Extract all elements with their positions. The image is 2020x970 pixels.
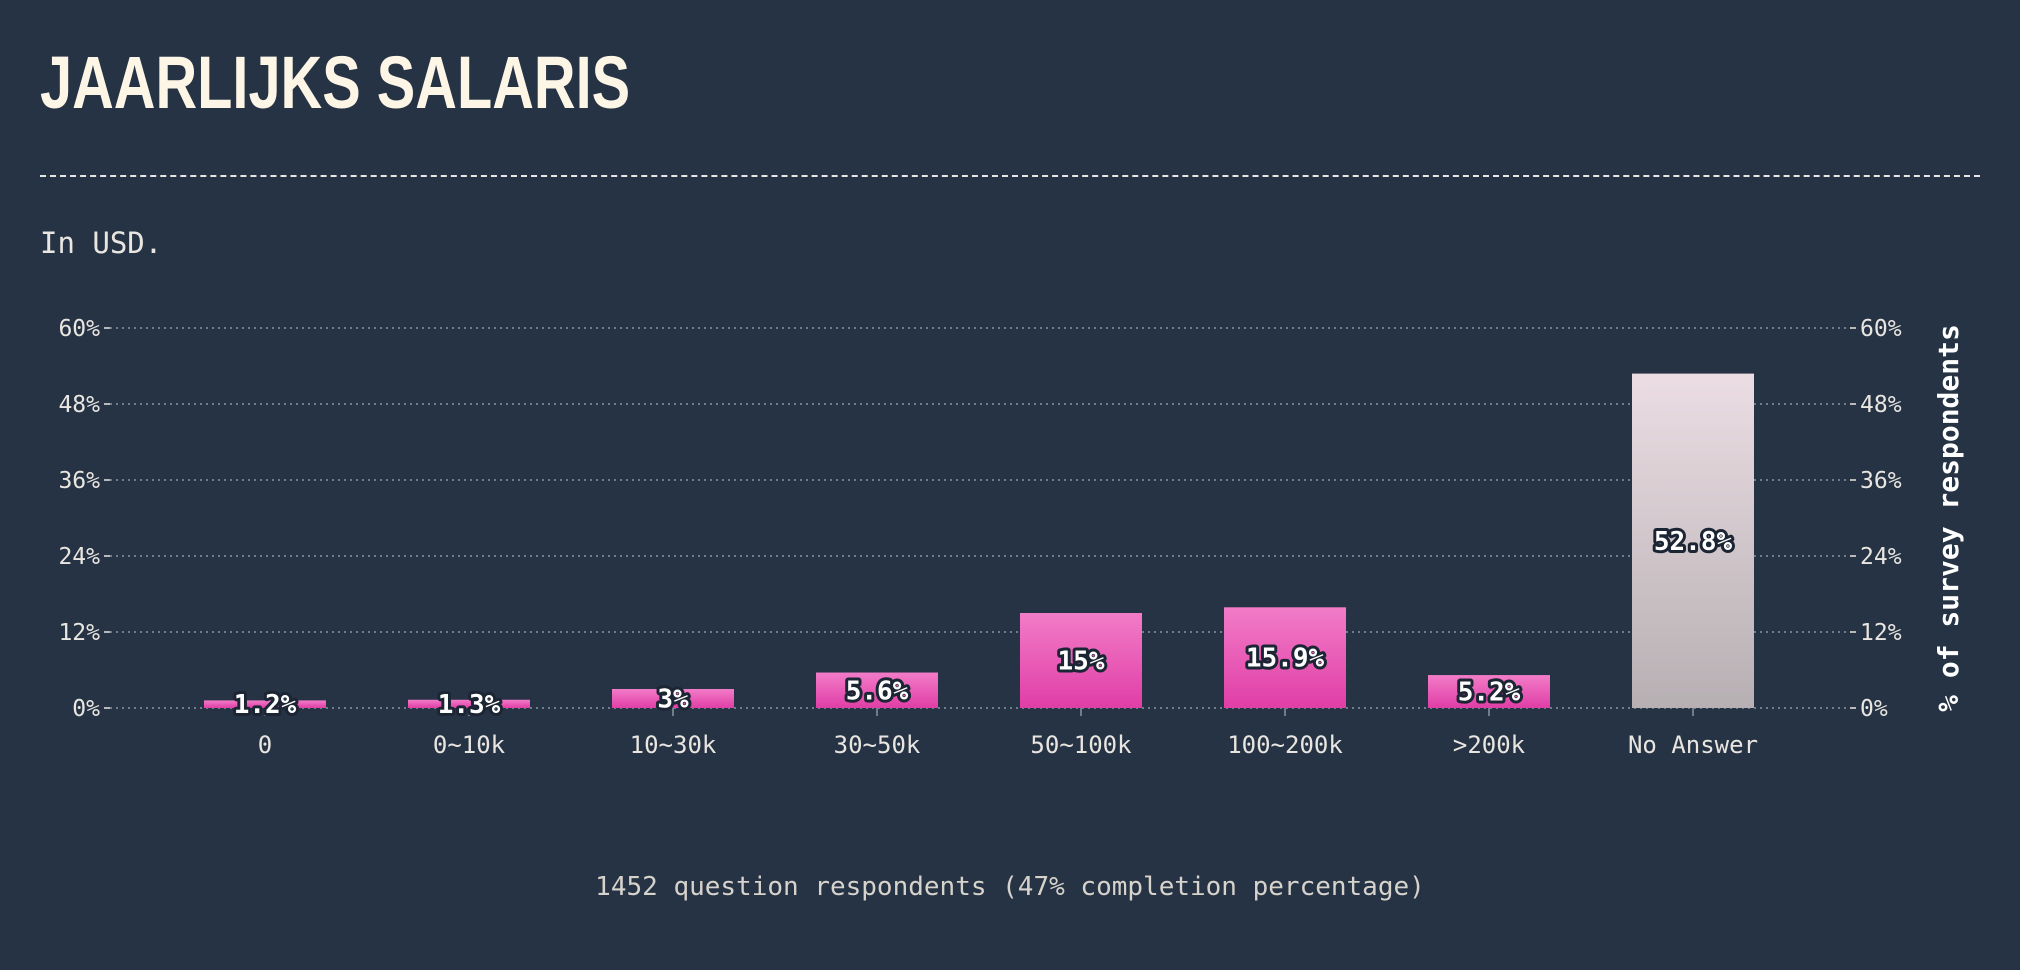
data-label: 5.2%: [1458, 678, 1521, 708]
y-tick-label-right: 36%: [1860, 468, 1902, 494]
y-tick-label-left: 24%: [58, 544, 100, 570]
x-tick-label: 30~50k: [834, 731, 921, 759]
data-label: 1.3%: [438, 690, 501, 720]
x-tick-label: 50~100k: [1030, 731, 1132, 759]
data-label: 15.9%: [1246, 644, 1325, 674]
y-tick-label-right: 60%: [1860, 316, 1902, 342]
x-tick-label: 0~10k: [433, 731, 506, 759]
y-axis-title: % of survey respondents: [1932, 324, 1965, 712]
data-label: 3%: [657, 685, 689, 715]
bar: [1020, 613, 1142, 708]
y-tick-label-left: 12%: [58, 620, 100, 646]
data-labels: 1.2% 1.3% 3% 5.6% 15% 15.9% 5.2% 52.8%: [231, 524, 1736, 723]
bars: [204, 373, 1754, 708]
bar: [612, 689, 734, 708]
bar: [204, 700, 326, 708]
data-label: 5.6%: [846, 676, 909, 706]
x-tick-label: 0: [258, 731, 272, 759]
chart-subtitle: In USD.: [40, 226, 163, 260]
bar: [1224, 607, 1346, 708]
x-tick-label: 100~200k: [1227, 731, 1343, 759]
respondents-footer: 1452 question respondents (47% completio…: [595, 872, 1425, 902]
y-tick-label-left: 0%: [72, 696, 100, 722]
x-axis: 0 0~10k 10~30k 30~50k 50~100k 100~200k >200k No…: [258, 708, 1758, 759]
y-tick-label-left: 48%: [58, 392, 100, 418]
x-tick-label: 10~30k: [630, 731, 717, 759]
data-label: 1.2%: [234, 690, 297, 720]
x-tick-label: No Answer: [1628, 731, 1758, 759]
y-tick-label-right: 0%: [1860, 696, 1888, 722]
title-divider: [40, 175, 1980, 177]
y-tick-label-left: 36%: [58, 468, 100, 494]
grid-lines: [110, 327, 1850, 709]
y-tick-label-left: 60%: [58, 316, 100, 342]
bar: [1428, 675, 1550, 708]
page-title: JAARLIJKS SALARIS: [40, 41, 631, 124]
y-tick-label-right: 48%: [1860, 392, 1902, 418]
data-label: 15%: [1058, 647, 1105, 677]
bar: [816, 672, 938, 708]
bar-no-answer: [1632, 373, 1754, 708]
y-axis-left: 0% 12% 24% 36% 48% 60%: [58, 316, 110, 722]
x-tick-label: >200k: [1453, 731, 1526, 759]
y-tick-label-right: 12%: [1860, 620, 1902, 646]
data-label: 52.8%: [1654, 527, 1733, 557]
y-tick-label-right: 24%: [1860, 544, 1902, 570]
bar: [408, 699, 530, 708]
y-axis-right: 0% 12% 24% 36% 48% 60%: [1850, 316, 1902, 722]
